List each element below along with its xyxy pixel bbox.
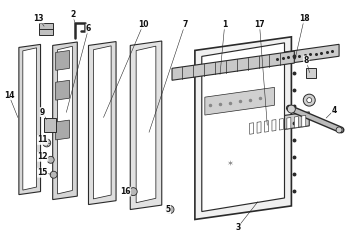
Text: 10: 10 [138, 20, 148, 29]
Text: 2: 2 [70, 10, 75, 19]
Polygon shape [130, 41, 162, 209]
Polygon shape [272, 120, 276, 131]
Text: 13: 13 [34, 14, 44, 23]
Text: ✶: ✶ [226, 160, 233, 169]
Text: 7: 7 [182, 20, 188, 29]
Polygon shape [205, 87, 274, 115]
Polygon shape [294, 116, 298, 128]
Polygon shape [19, 44, 41, 195]
Polygon shape [287, 118, 291, 129]
Polygon shape [274, 44, 339, 65]
Polygon shape [93, 46, 111, 199]
Text: 4: 4 [331, 106, 337, 114]
Circle shape [129, 188, 137, 196]
Text: 18: 18 [299, 14, 310, 23]
Polygon shape [302, 116, 306, 127]
Polygon shape [202, 43, 285, 211]
Polygon shape [56, 120, 69, 140]
Polygon shape [56, 50, 69, 70]
Text: 16: 16 [120, 187, 131, 196]
Text: 3: 3 [235, 223, 240, 232]
Text: 8: 8 [303, 56, 309, 65]
Circle shape [50, 171, 57, 178]
Circle shape [307, 98, 312, 102]
Polygon shape [172, 51, 294, 80]
Text: 12: 12 [37, 152, 48, 161]
Polygon shape [89, 42, 116, 204]
Circle shape [336, 127, 342, 133]
Circle shape [287, 105, 295, 113]
Text: 1: 1 [222, 20, 228, 29]
Text: 5: 5 [166, 205, 170, 214]
Circle shape [166, 206, 174, 214]
Text: 11: 11 [37, 136, 48, 144]
Polygon shape [250, 123, 253, 134]
Polygon shape [245, 112, 309, 135]
Polygon shape [265, 121, 268, 132]
Circle shape [47, 156, 54, 163]
Polygon shape [53, 42, 77, 200]
Polygon shape [136, 46, 156, 203]
Polygon shape [23, 48, 37, 190]
Circle shape [303, 94, 315, 106]
Polygon shape [58, 46, 72, 194]
Polygon shape [257, 122, 261, 133]
Circle shape [43, 139, 51, 147]
Polygon shape [195, 37, 292, 220]
Text: 14: 14 [4, 91, 14, 100]
Polygon shape [56, 80, 69, 100]
Bar [306, 68, 316, 78]
Text: 15: 15 [37, 168, 48, 177]
Bar [44, 118, 56, 132]
Text: 6: 6 [86, 24, 91, 33]
Text: 17: 17 [254, 20, 265, 29]
Text: 9: 9 [40, 108, 46, 116]
Polygon shape [279, 118, 284, 130]
Bar [39, 22, 53, 34]
